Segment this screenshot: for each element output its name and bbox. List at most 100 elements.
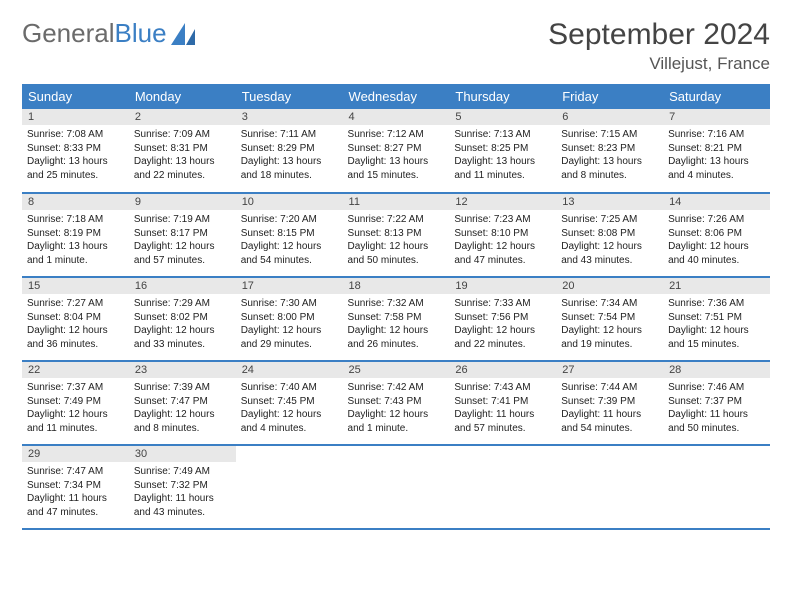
day-details: Sunrise: 7:12 AMSunset: 8:27 PMDaylight:… (343, 125, 450, 186)
day-details: Sunrise: 7:29 AMSunset: 8:02 PMDaylight:… (129, 294, 236, 355)
calendar-cell: 29Sunrise: 7:47 AMSunset: 7:34 PMDayligh… (22, 445, 129, 529)
calendar-cell: 28Sunrise: 7:46 AMSunset: 7:37 PMDayligh… (663, 361, 770, 445)
day-details: Sunrise: 7:43 AMSunset: 7:41 PMDaylight:… (449, 378, 556, 439)
day-details: Sunrise: 7:09 AMSunset: 8:31 PMDaylight:… (129, 125, 236, 186)
day-number: 24 (236, 362, 343, 378)
header: GeneralBlue September 2024 Villejust, Fr… (22, 18, 770, 74)
day-number: 17 (236, 278, 343, 294)
calendar-cell: 12Sunrise: 7:23 AMSunset: 8:10 PMDayligh… (449, 193, 556, 277)
day-number: 10 (236, 194, 343, 210)
day-number: 15 (22, 278, 129, 294)
day-details: Sunrise: 7:15 AMSunset: 8:23 PMDaylight:… (556, 125, 663, 186)
day-details: Sunrise: 7:26 AMSunset: 8:06 PMDaylight:… (663, 210, 770, 271)
calendar-cell: 20Sunrise: 7:34 AMSunset: 7:54 PMDayligh… (556, 277, 663, 361)
day-details: Sunrise: 7:11 AMSunset: 8:29 PMDaylight:… (236, 125, 343, 186)
day-number: 12 (449, 194, 556, 210)
calendar-cell: 3Sunrise: 7:11 AMSunset: 8:29 PMDaylight… (236, 109, 343, 193)
day-number: 7 (663, 109, 770, 125)
logo: GeneralBlue (22, 18, 197, 49)
calendar-cell: 24Sunrise: 7:40 AMSunset: 7:45 PMDayligh… (236, 361, 343, 445)
day-number: 16 (129, 278, 236, 294)
day-details: Sunrise: 7:30 AMSunset: 8:00 PMDaylight:… (236, 294, 343, 355)
day-number: 27 (556, 362, 663, 378)
location: Villejust, France (548, 54, 770, 74)
calendar-cell: 1Sunrise: 7:08 AMSunset: 8:33 PMDaylight… (22, 109, 129, 193)
weekday-header: Saturday (663, 84, 770, 109)
weekday-header: Sunday (22, 84, 129, 109)
weekday-header: Wednesday (343, 84, 450, 109)
calendar-cell: 6Sunrise: 7:15 AMSunset: 8:23 PMDaylight… (556, 109, 663, 193)
calendar-cell: 2Sunrise: 7:09 AMSunset: 8:31 PMDaylight… (129, 109, 236, 193)
day-details: Sunrise: 7:13 AMSunset: 8:25 PMDaylight:… (449, 125, 556, 186)
day-number: 28 (663, 362, 770, 378)
day-number: 3 (236, 109, 343, 125)
weekday-header: Tuesday (236, 84, 343, 109)
calendar-cell: 21Sunrise: 7:36 AMSunset: 7:51 PMDayligh… (663, 277, 770, 361)
calendar-cell (343, 445, 450, 529)
calendar-cell: 16Sunrise: 7:29 AMSunset: 8:02 PMDayligh… (129, 277, 236, 361)
calendar-cell: 27Sunrise: 7:44 AMSunset: 7:39 PMDayligh… (556, 361, 663, 445)
calendar-cell (236, 445, 343, 529)
day-details: Sunrise: 7:19 AMSunset: 8:17 PMDaylight:… (129, 210, 236, 271)
weekday-header-row: SundayMondayTuesdayWednesdayThursdayFrid… (22, 84, 770, 109)
day-number: 11 (343, 194, 450, 210)
weekday-header: Thursday (449, 84, 556, 109)
day-details: Sunrise: 7:23 AMSunset: 8:10 PMDaylight:… (449, 210, 556, 271)
calendar-cell: 18Sunrise: 7:32 AMSunset: 7:58 PMDayligh… (343, 277, 450, 361)
day-number: 20 (556, 278, 663, 294)
day-number: 5 (449, 109, 556, 125)
calendar-row: 15Sunrise: 7:27 AMSunset: 8:04 PMDayligh… (22, 277, 770, 361)
day-details: Sunrise: 7:18 AMSunset: 8:19 PMDaylight:… (22, 210, 129, 271)
day-details: Sunrise: 7:32 AMSunset: 7:58 PMDaylight:… (343, 294, 450, 355)
calendar-cell: 14Sunrise: 7:26 AMSunset: 8:06 PMDayligh… (663, 193, 770, 277)
day-details: Sunrise: 7:46 AMSunset: 7:37 PMDaylight:… (663, 378, 770, 439)
day-details: Sunrise: 7:49 AMSunset: 7:32 PMDaylight:… (129, 462, 236, 523)
day-number: 29 (22, 446, 129, 462)
day-details: Sunrise: 7:16 AMSunset: 8:21 PMDaylight:… (663, 125, 770, 186)
calendar-row: 22Sunrise: 7:37 AMSunset: 7:49 PMDayligh… (22, 361, 770, 445)
day-details: Sunrise: 7:39 AMSunset: 7:47 PMDaylight:… (129, 378, 236, 439)
day-details: Sunrise: 7:44 AMSunset: 7:39 PMDaylight:… (556, 378, 663, 439)
calendar-row: 29Sunrise: 7:47 AMSunset: 7:34 PMDayligh… (22, 445, 770, 529)
calendar-cell: 7Sunrise: 7:16 AMSunset: 8:21 PMDaylight… (663, 109, 770, 193)
day-number: 1 (22, 109, 129, 125)
day-number: 6 (556, 109, 663, 125)
day-details: Sunrise: 7:36 AMSunset: 7:51 PMDaylight:… (663, 294, 770, 355)
calendar-table: SundayMondayTuesdayWednesdayThursdayFrid… (22, 84, 770, 530)
day-number: 13 (556, 194, 663, 210)
day-details: Sunrise: 7:40 AMSunset: 7:45 PMDaylight:… (236, 378, 343, 439)
calendar-cell: 22Sunrise: 7:37 AMSunset: 7:49 PMDayligh… (22, 361, 129, 445)
day-number: 4 (343, 109, 450, 125)
day-number: 22 (22, 362, 129, 378)
day-details: Sunrise: 7:47 AMSunset: 7:34 PMDaylight:… (22, 462, 129, 523)
day-number: 25 (343, 362, 450, 378)
day-number: 21 (663, 278, 770, 294)
calendar-cell: 19Sunrise: 7:33 AMSunset: 7:56 PMDayligh… (449, 277, 556, 361)
day-details: Sunrise: 7:22 AMSunset: 8:13 PMDaylight:… (343, 210, 450, 271)
calendar-cell: 11Sunrise: 7:22 AMSunset: 8:13 PMDayligh… (343, 193, 450, 277)
day-number: 8 (22, 194, 129, 210)
day-number: 23 (129, 362, 236, 378)
day-number: 9 (129, 194, 236, 210)
day-details: Sunrise: 7:37 AMSunset: 7:49 PMDaylight:… (22, 378, 129, 439)
day-details: Sunrise: 7:33 AMSunset: 7:56 PMDaylight:… (449, 294, 556, 355)
calendar-cell: 8Sunrise: 7:18 AMSunset: 8:19 PMDaylight… (22, 193, 129, 277)
weekday-header: Friday (556, 84, 663, 109)
calendar-cell: 10Sunrise: 7:20 AMSunset: 8:15 PMDayligh… (236, 193, 343, 277)
weekday-header: Monday (129, 84, 236, 109)
month-title: September 2024 (548, 18, 770, 52)
calendar-cell: 17Sunrise: 7:30 AMSunset: 8:00 PMDayligh… (236, 277, 343, 361)
logo-text-1: General (22, 18, 115, 49)
calendar-cell: 5Sunrise: 7:13 AMSunset: 8:25 PMDaylight… (449, 109, 556, 193)
calendar-cell: 15Sunrise: 7:27 AMSunset: 8:04 PMDayligh… (22, 277, 129, 361)
day-number: 19 (449, 278, 556, 294)
day-details: Sunrise: 7:20 AMSunset: 8:15 PMDaylight:… (236, 210, 343, 271)
calendar-row: 8Sunrise: 7:18 AMSunset: 8:19 PMDaylight… (22, 193, 770, 277)
calendar-cell: 26Sunrise: 7:43 AMSunset: 7:41 PMDayligh… (449, 361, 556, 445)
day-details: Sunrise: 7:27 AMSunset: 8:04 PMDaylight:… (22, 294, 129, 355)
day-details: Sunrise: 7:34 AMSunset: 7:54 PMDaylight:… (556, 294, 663, 355)
day-number: 26 (449, 362, 556, 378)
day-number: 2 (129, 109, 236, 125)
calendar-cell: 30Sunrise: 7:49 AMSunset: 7:32 PMDayligh… (129, 445, 236, 529)
day-number: 14 (663, 194, 770, 210)
